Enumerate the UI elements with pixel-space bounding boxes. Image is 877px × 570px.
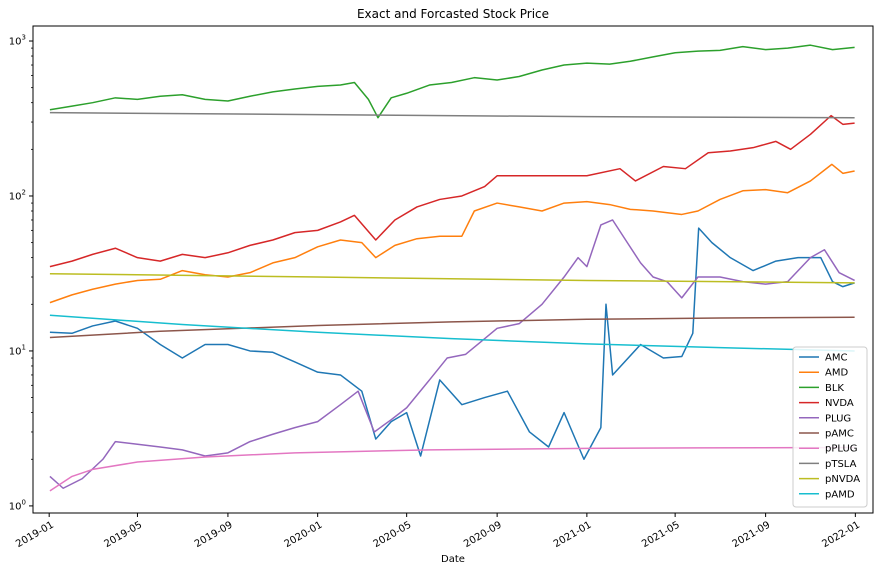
legend-label-pnvda: pNVDA bbox=[825, 474, 860, 485]
legend-label-pplug: pPLUG bbox=[825, 444, 858, 455]
legend-label-plug: PLUG bbox=[825, 413, 851, 424]
legend-label-amc: AMC bbox=[825, 353, 847, 364]
legend-label-pamd: pAMD bbox=[825, 489, 855, 500]
series-line-pplug bbox=[49, 446, 855, 492]
x-axis-label: Date bbox=[441, 554, 465, 565]
series-layer bbox=[49, 44, 855, 492]
series-line-pnvda bbox=[49, 272, 855, 284]
legend: AMC AMD BLK NVDA PLUG pAMC pPLUG pTSLA pNVDA pAMD bbox=[792, 346, 868, 508]
series-line-pamd bbox=[49, 314, 855, 352]
series-line-pamc bbox=[49, 316, 855, 339]
series-line-blk bbox=[49, 44, 855, 119]
legend-label-nvda: NVDA bbox=[825, 398, 854, 409]
chart-title: Exact and Forcasted Stock Price bbox=[357, 7, 549, 21]
legend-label-ptsla: pTSLA bbox=[825, 459, 857, 470]
plot-frame bbox=[32, 25, 874, 514]
legend-label-blk: BLK bbox=[825, 383, 844, 394]
series-line-nvda bbox=[49, 114, 855, 268]
legend-label-amd: AMD bbox=[825, 368, 848, 379]
series-line-amc bbox=[49, 227, 855, 461]
legend-label-pamc: pAMC bbox=[825, 429, 854, 440]
series-line-amd bbox=[49, 163, 855, 304]
series-line-ptsla bbox=[49, 111, 855, 119]
series-line-plug bbox=[49, 219, 855, 489]
